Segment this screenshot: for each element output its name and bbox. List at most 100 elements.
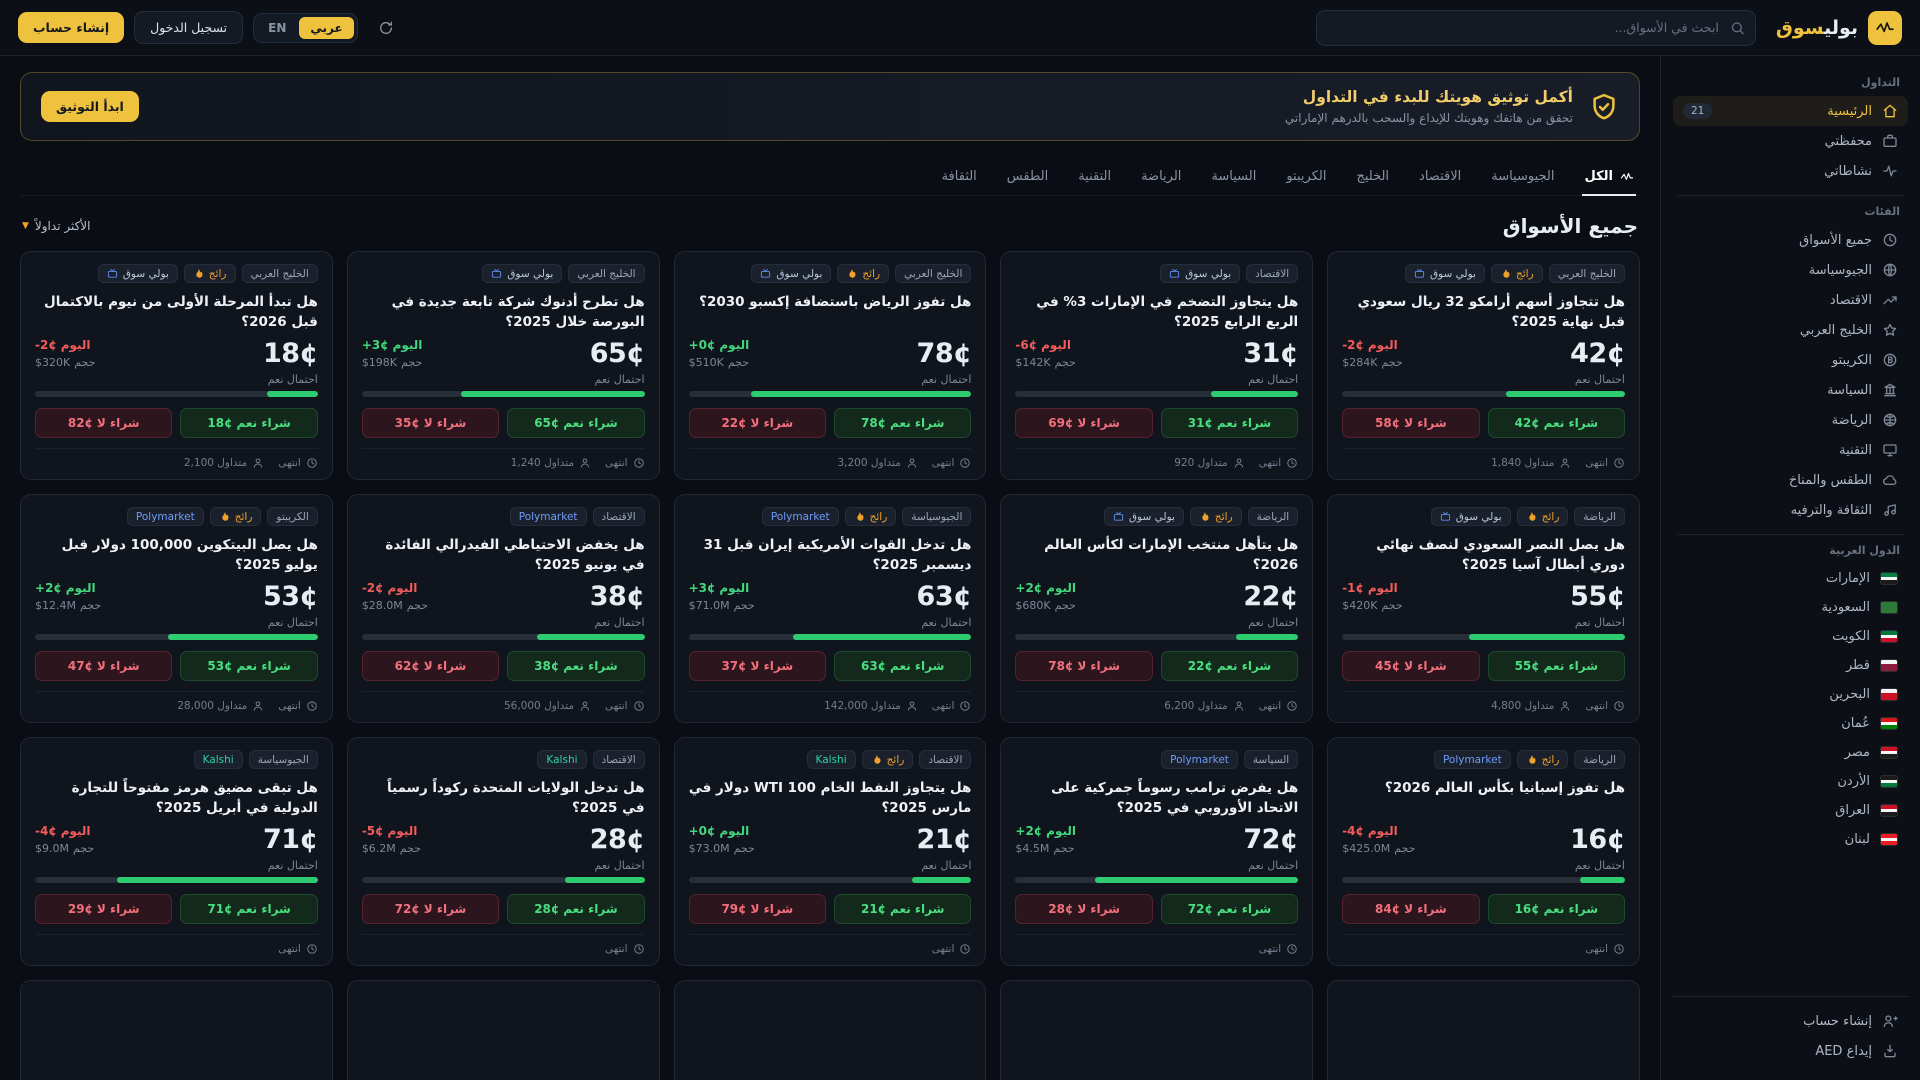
sidebar-item[interactable]: عُمان — [1673, 709, 1908, 738]
buy-no-button[interactable]: شراء لا 29¢ — [35, 894, 173, 924]
buy-no-button[interactable]: شراء لا 22¢ — [688, 408, 826, 438]
sidebar-item[interactable]: نشاطاتي — [1673, 156, 1908, 186]
market-tag[interactable]: بولي سوق — [1103, 507, 1184, 526]
buy-yes-button[interactable]: شراء نعم 53¢ — [180, 651, 318, 681]
logo[interactable]: بوليسوق — [1776, 10, 1902, 45]
buy-yes-button[interactable]: شراء نعم 55¢ — [1487, 651, 1625, 681]
tab[interactable]: الطقس — [1005, 161, 1050, 196]
buy-yes-button[interactable]: شراء نعم 78¢ — [834, 408, 972, 438]
buy-no-button[interactable]: شراء لا 78¢ — [1015, 651, 1153, 681]
sidebar-item[interactable]: الخليج العربي — [1673, 315, 1908, 345]
buy-yes-button[interactable]: شراء نعم 71¢ — [180, 894, 318, 924]
buy-yes-button[interactable]: شراء نعم 21¢ — [834, 894, 972, 924]
sidebar-item[interactable]: السياسة — [1673, 375, 1908, 405]
market-tag[interactable]: Kalshi — [537, 750, 587, 769]
sidebar-item[interactable]: الإمارات — [1673, 564, 1908, 593]
sort-dropdown[interactable]: الأكثر تداولاً ▼ — [22, 219, 90, 233]
lang-ar-button[interactable]: عربي — [299, 16, 354, 39]
sidebar-item[interactable]: الكويت — [1673, 622, 1908, 651]
market-tag[interactable]: Polymarket — [509, 507, 587, 526]
sidebar-item[interactable]: البحرين — [1673, 680, 1908, 709]
market-card[interactable]: الخليج العربي رائج بولي سوق هل تتجاوز أسهم … — [1327, 251, 1640, 480]
market-tag[interactable]: السياسة — [1243, 750, 1299, 769]
market-tag[interactable]: رائج — [209, 507, 262, 526]
search-input[interactable] — [1315, 9, 1756, 46]
market-card[interactable]: الاقتصاد Kalshi هل تدخل الولايات المتحدة ر… — [346, 737, 660, 966]
market-card[interactable]: الرياضة رائج بولي سوق هل يتأهل منتخب الإمار… — [1000, 494, 1314, 723]
buy-yes-button[interactable]: شراء نعم 42¢ — [1487, 408, 1625, 438]
sidebar-item[interactable]: السعودية — [1673, 593, 1908, 622]
market-tag[interactable]: Kalshi — [806, 750, 856, 769]
sidebar-item[interactable]: التقنية — [1673, 435, 1908, 465]
market-tag[interactable]: رائج — [183, 264, 236, 283]
tab[interactable]: السياسة — [1209, 161, 1258, 196]
market-card[interactable]: الاقتصاد رائج Kalshi هل يتجاوز النفط الخام … — [673, 737, 987, 966]
buy-no-button[interactable]: شراء لا 28¢ — [1015, 894, 1153, 924]
sidebar-item[interactable]: إيداع AED — [1673, 1036, 1908, 1066]
sidebar-item[interactable]: الثقافة والترفيه — [1673, 495, 1908, 525]
buy-yes-button[interactable]: شراء نعم 65¢ — [507, 408, 645, 438]
market-tag[interactable]: رائج — [1490, 264, 1543, 283]
buy-no-button[interactable]: شراء لا 62¢ — [361, 651, 500, 681]
market-tag[interactable]: بولي سوق — [97, 264, 178, 283]
market-tag[interactable]: Polymarket — [1161, 750, 1238, 769]
buy-yes-button[interactable]: شراء نعم 22¢ — [1160, 651, 1299, 681]
market-tag[interactable]: Polymarket — [126, 507, 204, 526]
market-tag[interactable]: رائج — [844, 507, 897, 526]
market-tag[interactable]: الاقتصاد — [919, 750, 972, 769]
market-card[interactable]: الكريبتو رائج Polymarket هل يصل البيتكوين 1… — [20, 494, 333, 723]
start-verification-button[interactable]: ابدأ التوثيق — [41, 91, 139, 122]
lang-en-button[interactable]: EN — [257, 17, 297, 39]
market-card[interactable]: الجيوسياسة Kalshi هل تبقى مضيق هرمز مفتوحا… — [20, 737, 333, 966]
tab[interactable]: الجيوسياسة — [1489, 161, 1556, 196]
market-tag[interactable]: بولي سوق — [1160, 264, 1241, 283]
buy-yes-button[interactable]: شراء نعم 18¢ — [180, 408, 318, 438]
market-tag[interactable]: الخليج العربي — [241, 264, 318, 283]
buy-no-button[interactable]: شراء لا 79¢ — [688, 894, 826, 924]
market-tag[interactable]: رائج — [1516, 507, 1569, 526]
market-tag[interactable]: الاقتصاد — [592, 507, 645, 526]
buy-no-button[interactable]: شراء لا 37¢ — [688, 651, 826, 681]
buy-yes-button[interactable]: شراء نعم 31¢ — [1160, 408, 1299, 438]
market-tag[interactable]: الخليج العربي — [568, 264, 645, 283]
market-tag[interactable]: بولي سوق — [482, 264, 563, 283]
login-button[interactable]: تسجيل الدخول — [134, 11, 244, 44]
buy-yes-button[interactable]: شراء نعم 38¢ — [507, 651, 645, 681]
tab[interactable]: التقنية — [1076, 161, 1113, 196]
market-tag[interactable]: رائج — [837, 264, 890, 283]
tab[interactable]: الثقافة — [940, 161, 979, 196]
buy-yes-button[interactable]: شراء نعم 16¢ — [1487, 894, 1625, 924]
sidebar-item[interactable]: جميع الأسواق — [1673, 225, 1908, 255]
market-tag[interactable]: الرياضة — [1574, 507, 1625, 526]
tab[interactable]: الرياضة — [1139, 161, 1183, 196]
market-tag[interactable]: Polymarket — [1433, 750, 1511, 769]
buy-no-button[interactable]: شراء لا 82¢ — [35, 408, 173, 438]
sidebar-item[interactable]: محفظتي — [1673, 126, 1908, 156]
buy-no-button[interactable]: شراء لا 84¢ — [1342, 894, 1480, 924]
sidebar-item[interactable]: الكريبتو — [1673, 345, 1908, 375]
sidebar-item[interactable]: الرياضة — [1673, 405, 1908, 435]
market-tag[interactable]: بولي سوق — [751, 264, 832, 283]
market-tag[interactable]: الاقتصاد — [1246, 264, 1299, 283]
signup-button[interactable]: إنشاء حساب — [18, 12, 125, 43]
market-tag[interactable]: Polymarket — [761, 507, 839, 526]
tab[interactable]: الكل — [1582, 161, 1636, 196]
market-card[interactable]: الاقتصاد بولي سوق هل يتجاوز التضخم في الإم… — [1000, 251, 1314, 480]
market-tag[interactable]: الخليج العربي — [895, 264, 972, 283]
sidebar-item[interactable]: الأردن — [1673, 767, 1908, 796]
buy-no-button[interactable]: شراء لا 47¢ — [35, 651, 173, 681]
sidebar-item[interactable]: الجيوسياسة — [1673, 255, 1908, 285]
buy-no-button[interactable]: شراء لا 35¢ — [361, 408, 500, 438]
sidebar-item[interactable]: مصر — [1673, 738, 1908, 767]
buy-yes-button[interactable]: شراء نعم 72¢ — [1160, 894, 1299, 924]
market-tag[interactable]: بولي سوق — [1404, 264, 1485, 283]
tab[interactable]: الكريبتو — [1284, 161, 1328, 196]
buy-yes-button[interactable]: شراء نعم 63¢ — [834, 651, 972, 681]
market-tag[interactable]: رائج — [861, 750, 914, 769]
buy-no-button[interactable]: شراء لا 58¢ — [1342, 408, 1480, 438]
market-tag[interactable]: الخليج العربي — [1548, 264, 1625, 283]
market-tag[interactable]: رائج — [1189, 507, 1242, 526]
buy-no-button[interactable]: شراء لا 69¢ — [1015, 408, 1153, 438]
sidebar-item[interactable]: الطقس والمناخ — [1673, 465, 1908, 495]
sidebar-item[interactable]: العراق — [1673, 796, 1908, 825]
